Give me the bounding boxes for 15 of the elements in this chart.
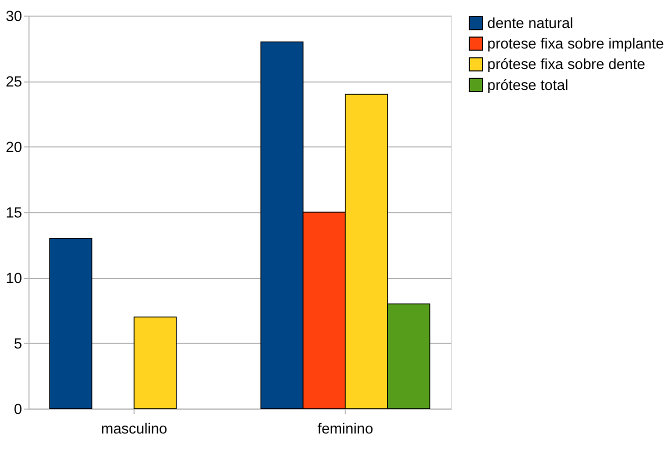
legend-label: dente natural <box>487 16 574 32</box>
y-tick-label: 30 <box>6 9 22 26</box>
legend-label: prótese fixa sobre dente <box>487 57 646 74</box>
y-tick-label: 0 <box>14 402 22 418</box>
legend-label: protese fixa sobre implante <box>487 36 664 53</box>
y-tick-label: 15 <box>6 206 22 222</box>
y-tick-label: 20 <box>6 140 22 156</box>
x-tick-label: feminino <box>317 422 374 438</box>
bar <box>49 238 92 410</box>
y-tick-label: 25 <box>6 74 22 91</box>
y-tick-label: 10 <box>6 271 22 288</box>
legend-label: prótese total <box>487 78 568 94</box>
bar <box>134 316 177 410</box>
x-tick-label: masculino <box>100 422 168 438</box>
y-tick-label: 5 <box>14 336 22 353</box>
